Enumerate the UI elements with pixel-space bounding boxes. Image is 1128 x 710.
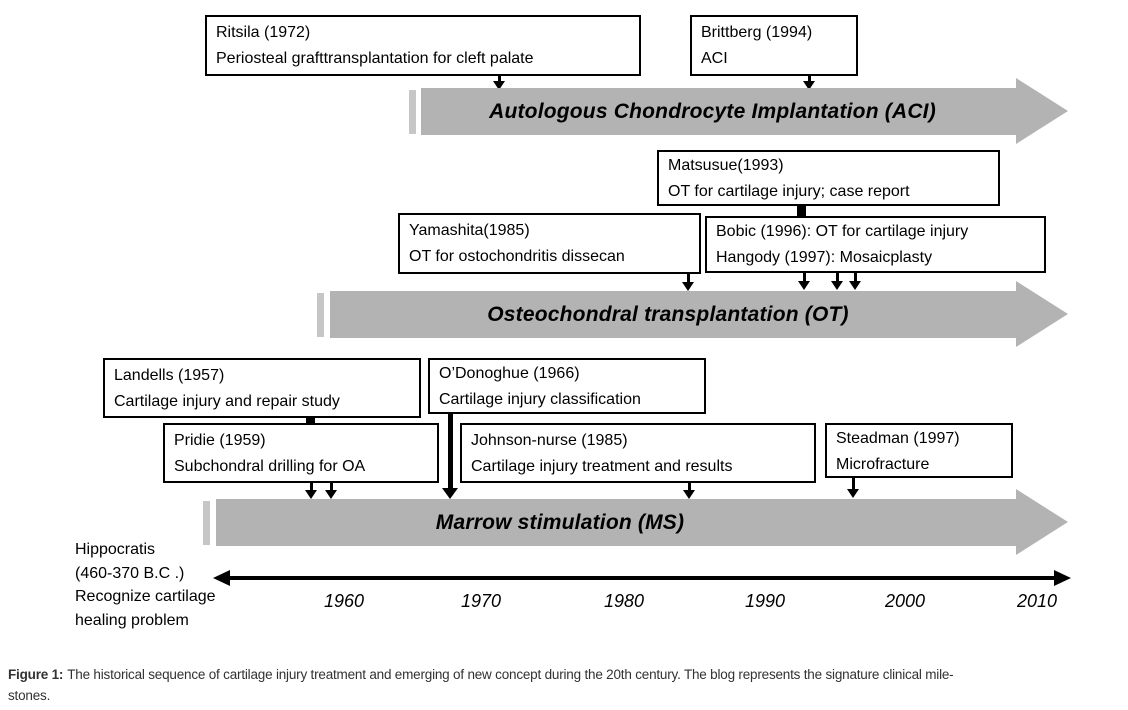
event-box-johnson-nurse: Johnson-nurse (1985) Cartilage injury tr… bbox=[460, 423, 816, 483]
event-title: Landells (1957) bbox=[114, 367, 225, 384]
origin-line-4: healing problem bbox=[75, 611, 189, 629]
timeline-start-bar-ot bbox=[317, 293, 324, 337]
connector-matsusue-to-bobic bbox=[797, 206, 806, 216]
event-box-landells: Landells (1957) Cartilage injury and rep… bbox=[103, 358, 421, 418]
axis-left-arrowhead-icon bbox=[213, 570, 230, 586]
event-box-brittberg: Brittberg (1994) ACI bbox=[690, 15, 858, 76]
connector-pridie-arrowhead-2-icon bbox=[325, 490, 337, 499]
origin-line-1: Hippocratis bbox=[75, 541, 156, 558]
connector-bobic-stem-3 bbox=[854, 273, 857, 283]
event-desc: Hangody (1997): Mosaicplasty bbox=[716, 249, 933, 266]
connector-pridie-stem-1 bbox=[310, 483, 313, 492]
event-box-bobic-hangody: Bobic (1996): OT for cartilage injury Ha… bbox=[705, 216, 1046, 273]
connector-johnson-stem bbox=[688, 483, 691, 492]
event-title: Yamashita(1985) bbox=[409, 222, 530, 239]
event-box-steadman: Steadman (1997) Microfracture bbox=[825, 423, 1013, 478]
event-desc: Cartilage injury classification bbox=[439, 391, 641, 408]
event-desc: OT for ostochondritis dissecan bbox=[409, 248, 625, 265]
connector-ritsila-arrowhead-icon bbox=[493, 81, 505, 90]
event-desc: ACI bbox=[701, 50, 728, 67]
connector-brittberg-stem bbox=[808, 76, 811, 83]
timeline-arrow-ot: Osteochondral transplantation (OT) bbox=[330, 291, 1016, 338]
connector-ritsila-stem bbox=[498, 76, 501, 83]
connector-steadman-arrowhead-icon bbox=[847, 489, 859, 498]
event-title: Pridie (1959) bbox=[174, 432, 266, 449]
event-box-yamashita: Yamashita(1985) OT for ostochondritis di… bbox=[398, 213, 701, 274]
event-desc: Cartilage injury and repair study bbox=[114, 393, 340, 410]
event-title: Johnson-nurse (1985) bbox=[471, 432, 628, 449]
timeline-arrowhead-ms-icon bbox=[1016, 489, 1068, 555]
timeline-label-ot: Osteochondral transplantation (OT) bbox=[487, 302, 849, 326]
connector-yamashita-arrowhead-icon bbox=[682, 282, 694, 291]
event-title: Ritsila (1972) bbox=[216, 24, 311, 41]
caption-line-1: Figure 1: The historical sequence of cart… bbox=[8, 664, 1122, 685]
axis-year-label-1960: 1960 bbox=[323, 591, 365, 611]
event-desc: Cartilage injury treatment and results bbox=[471, 458, 733, 475]
event-box-odonoghue: O’Donoghue (1966) Cartilage injury class… bbox=[428, 358, 706, 414]
axis-right-arrowhead-icon bbox=[1054, 570, 1071, 586]
origin-note-hippocratis: Hippocratis (460-370 B.C .) Recognize ca… bbox=[75, 538, 216, 632]
timeline-arrow-ms: Marrow stimulation (MS) bbox=[216, 499, 1016, 546]
event-box-ritsila: Ritsila (1972) Periosteal grafttransplan… bbox=[205, 15, 641, 76]
event-desc: OT for cartilage injury; case report bbox=[668, 183, 910, 200]
connector-bobic-stem-2 bbox=[836, 273, 839, 283]
event-box-pridie: Pridie (1959) Subchondral drilling for O… bbox=[163, 423, 439, 483]
axis-year-label-1990: 1990 bbox=[744, 591, 786, 611]
axis-year-label-2010: 2010 bbox=[1016, 591, 1058, 611]
origin-line-3: Recognize cartilage bbox=[75, 588, 216, 605]
event-title: Brittberg (1994) bbox=[701, 24, 813, 41]
timeline-arrowhead-aci-icon bbox=[1016, 78, 1068, 144]
connector-steadman-stem bbox=[852, 478, 855, 491]
event-box-matsusue: Matsusue(1993) OT for cartilage injury; … bbox=[657, 150, 1000, 206]
connector-landells-to-pridie bbox=[306, 418, 315, 423]
event-title: Matsusue(1993) bbox=[668, 157, 784, 174]
connector-brittberg-arrowhead-icon bbox=[803, 81, 815, 90]
event-desc: Periosteal grafttransplantation for clef… bbox=[216, 50, 534, 67]
event-title: O’Donoghue (1966) bbox=[439, 365, 580, 382]
connector-bobic-stem-1 bbox=[803, 273, 806, 283]
caption-label: Figure 1: bbox=[8, 667, 64, 682]
connector-odonoghue-arrowhead-icon bbox=[442, 488, 458, 499]
axis-year-label-2000: 2000 bbox=[884, 591, 926, 611]
caption-text: The historical sequence of cartilage inj… bbox=[67, 667, 954, 682]
connector-bobic-arrowhead-2-icon bbox=[831, 281, 843, 290]
axis-year-label-1980: 1980 bbox=[603, 591, 645, 611]
connector-bobic-arrowhead-3-icon bbox=[849, 281, 861, 290]
timeline-start-bar-aci bbox=[409, 90, 416, 134]
connector-pridie-stem-2 bbox=[330, 483, 333, 492]
timeline-axis bbox=[228, 576, 1056, 580]
timeline-start-bar-ms bbox=[203, 501, 210, 545]
axis-year-label-1970: 1970 bbox=[460, 591, 502, 611]
figure-caption: Figure 1: The historical sequence of cart… bbox=[8, 664, 1122, 706]
caption-line-2: stones. bbox=[8, 688, 51, 703]
connector-johnson-arrowhead-icon bbox=[683, 490, 695, 499]
timeline-arrowhead-ot-icon bbox=[1016, 281, 1068, 347]
event-desc: Subchondral drilling for OA bbox=[174, 458, 366, 475]
connector-odonoghue-stem bbox=[448, 414, 453, 490]
connector-bobic-arrowhead-1-icon bbox=[798, 281, 810, 290]
origin-line-2: (460-370 B.C .) bbox=[75, 564, 185, 582]
timeline-arrow-aci: Autologous Chondrocyte Implantation (ACI… bbox=[421, 88, 1016, 135]
event-desc: Microfracture bbox=[836, 456, 930, 473]
event-title: Bobic (1996): OT for cartilage injury bbox=[716, 223, 969, 240]
event-title: Steadman (1997) bbox=[836, 430, 960, 447]
timeline-label-ms: Marrow stimulation (MS) bbox=[435, 510, 685, 534]
timeline-label-aci: Autologous Chondrocyte Implantation (ACI… bbox=[489, 99, 936, 123]
connector-pridie-arrowhead-1-icon bbox=[305, 490, 317, 499]
connector-yamashita-stem bbox=[687, 274, 690, 284]
